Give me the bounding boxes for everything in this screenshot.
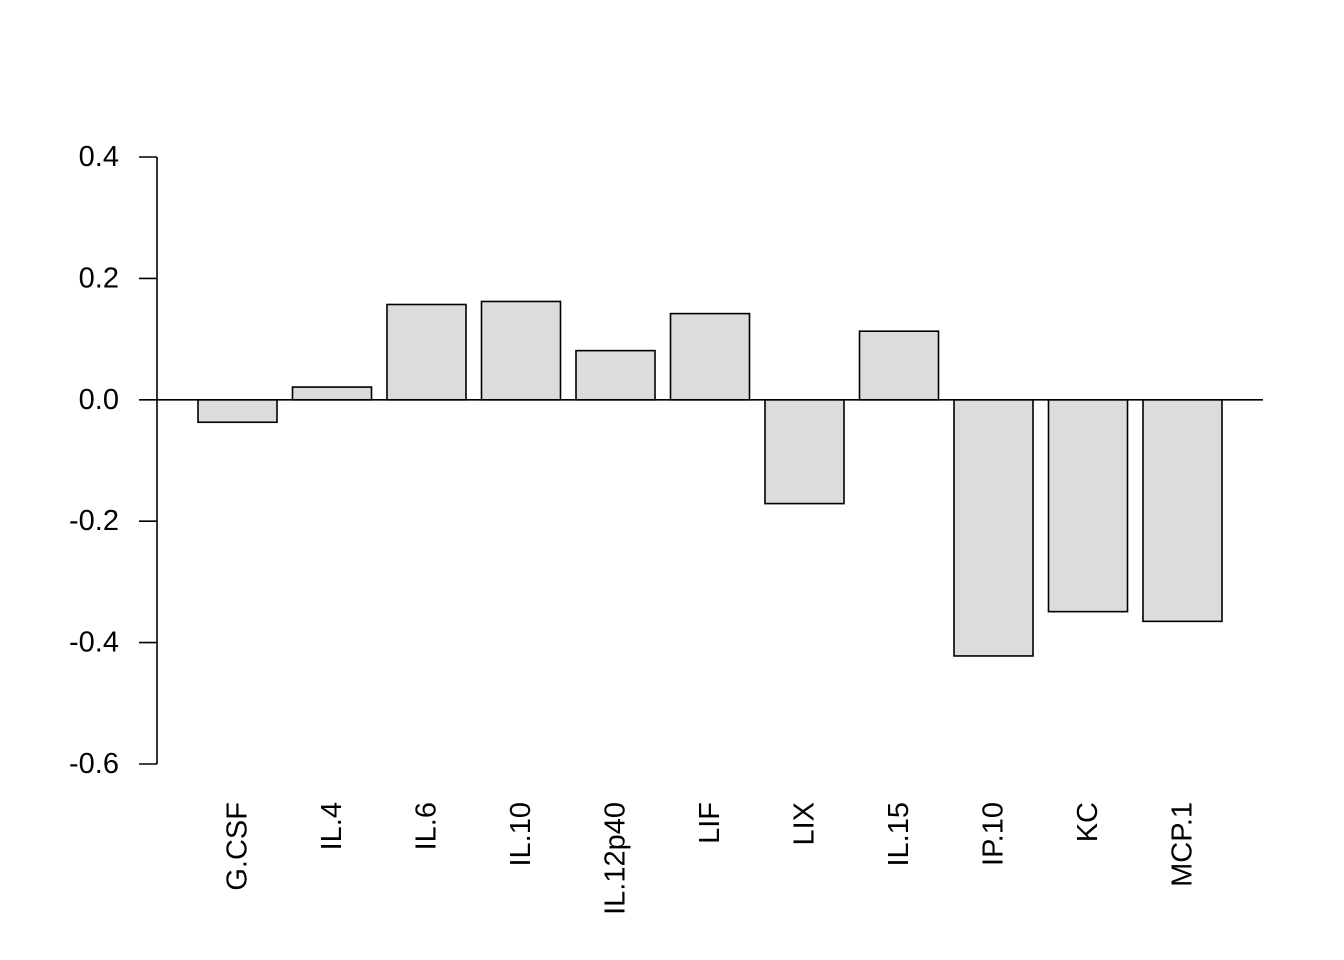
bar-KC [1047, 398, 1129, 613]
x-category-label: LIF [694, 802, 726, 844]
bar-IL.4 [291, 386, 373, 401]
y-axis: 0.4 0.2 0.0 -0.2 -0.4 -0.6 [69, 141, 158, 780]
x-category-label: MCP.1 [1167, 802, 1199, 887]
x-axis-labels: G.CSF IL.4 IL.6 IL.10 IL.12p40 LIF LIX IL.15 IP.… [222, 802, 1199, 915]
bars-group [197, 300, 1223, 657]
bar-IL.6 [386, 303, 467, 401]
x-category-label: IL.6 [411, 802, 443, 850]
y-tick-label: 0.2 [79, 262, 119, 294]
y-tick-label: 0.4 [79, 141, 119, 173]
bar-IL.10 [480, 300, 562, 401]
x-category-label: G.CSF [222, 802, 254, 891]
x-category-label: IL.4 [316, 802, 348, 850]
y-tick-label: -0.6 [69, 748, 119, 780]
x-category-label: IL.10 [505, 802, 537, 867]
bar-G.CSF [197, 398, 278, 424]
bar-MCP.1 [1142, 398, 1223, 623]
bar-IL.15 [858, 330, 940, 401]
x-category-label: IL.12p40 [600, 802, 632, 915]
y-tick-label: 0.0 [79, 384, 119, 416]
x-category-label: IP.10 [978, 802, 1010, 866]
y-tick-label: -0.4 [69, 627, 119, 659]
y-tick-label: -0.2 [69, 505, 119, 537]
bar-LIX [764, 398, 845, 505]
bar-LIF [669, 312, 751, 401]
x-category-label: IL.15 [883, 802, 915, 867]
x-category-label: LIX [789, 802, 821, 846]
x-category-label: KC [1072, 802, 1104, 842]
bar-IP.10 [953, 398, 1034, 657]
bar-IL.12p40 [575, 349, 656, 401]
